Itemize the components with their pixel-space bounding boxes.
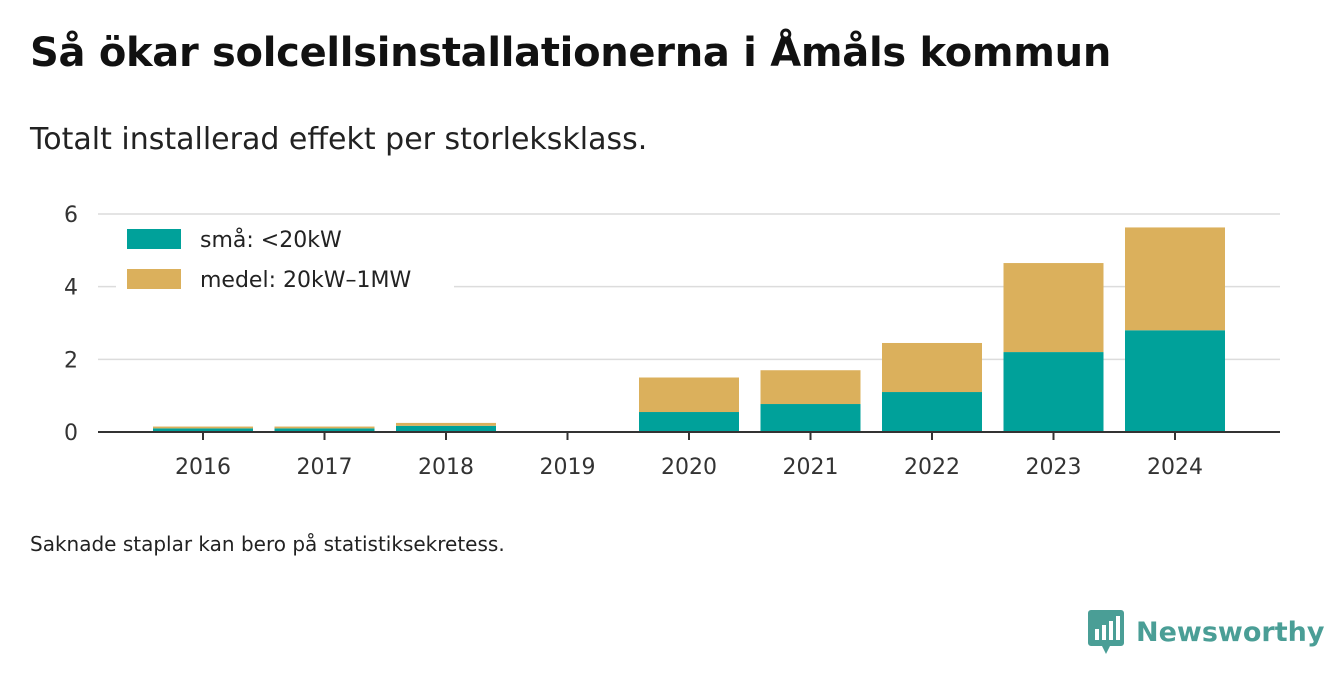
x-tick-label: 2016 xyxy=(175,455,231,480)
brand-name: Newsworthy xyxy=(1136,616,1325,648)
x-tick-label: 2021 xyxy=(783,455,839,480)
bar-segment-medel-2016 xyxy=(153,426,253,429)
bar-segment-sma-2020 xyxy=(639,412,739,432)
newsworthy-logo-icon xyxy=(1088,610,1124,654)
bar-segment-medel-2017 xyxy=(274,426,375,429)
bar-segment-sma-2022 xyxy=(882,392,982,432)
legend-swatch xyxy=(127,269,181,289)
x-tick-label: 2017 xyxy=(297,455,353,480)
bars xyxy=(153,227,1225,432)
bar-segment-sma-2018 xyxy=(396,425,496,432)
brand-logo[interactable]: Newsworthy xyxy=(1088,610,1324,654)
bar-segment-sma-2021 xyxy=(760,404,861,432)
x-tick-label: 2022 xyxy=(904,455,960,480)
bar-segment-sma-2017 xyxy=(274,428,375,432)
bar-segment-sma-2024 xyxy=(1125,330,1225,432)
bar-segment-medel-2024 xyxy=(1125,227,1225,331)
x-tick-label: 2023 xyxy=(1026,455,1082,480)
bar-segment-sma-2023 xyxy=(1003,352,1104,432)
y-tick-label: 4 xyxy=(64,276,78,301)
bar-segment-medel-2020 xyxy=(639,377,739,413)
legend-swatch xyxy=(127,229,181,249)
footnote: Saknade staplar kan bero på statistiksek… xyxy=(30,532,505,556)
y-tick-label: 0 xyxy=(64,421,78,446)
x-tick-label: 2024 xyxy=(1147,455,1203,480)
bar-segment-sma-2016 xyxy=(153,428,253,432)
x-tick-label: 2019 xyxy=(540,455,596,480)
x-tick-label: 2018 xyxy=(418,455,474,480)
bar-segment-medel-2023 xyxy=(1003,263,1104,353)
legend-label: små: <20kW xyxy=(200,227,342,253)
bar-segment-medel-2018 xyxy=(396,422,496,426)
legend-label: medel: 20kW–1MW xyxy=(200,268,411,293)
x-tick-label: 2020 xyxy=(661,455,717,480)
chart-title: Så ökar solcellsinstallationerna i Åmåls… xyxy=(30,30,1112,76)
chart-subtitle: Totalt installerad effekt per storlekskl… xyxy=(30,122,648,157)
bar-segment-medel-2022 xyxy=(882,342,982,393)
axes: 0 2 4 6 2016 2017 2018 2019 2020 2021 2022 2023 2024 xyxy=(64,203,1280,480)
y-tick-label: 2 xyxy=(64,348,78,373)
bar-segment-medel-2021 xyxy=(760,370,861,405)
legend: små: <20kW medel: 20kW–1MW xyxy=(116,220,454,294)
y-tick-label: 6 xyxy=(64,203,78,228)
